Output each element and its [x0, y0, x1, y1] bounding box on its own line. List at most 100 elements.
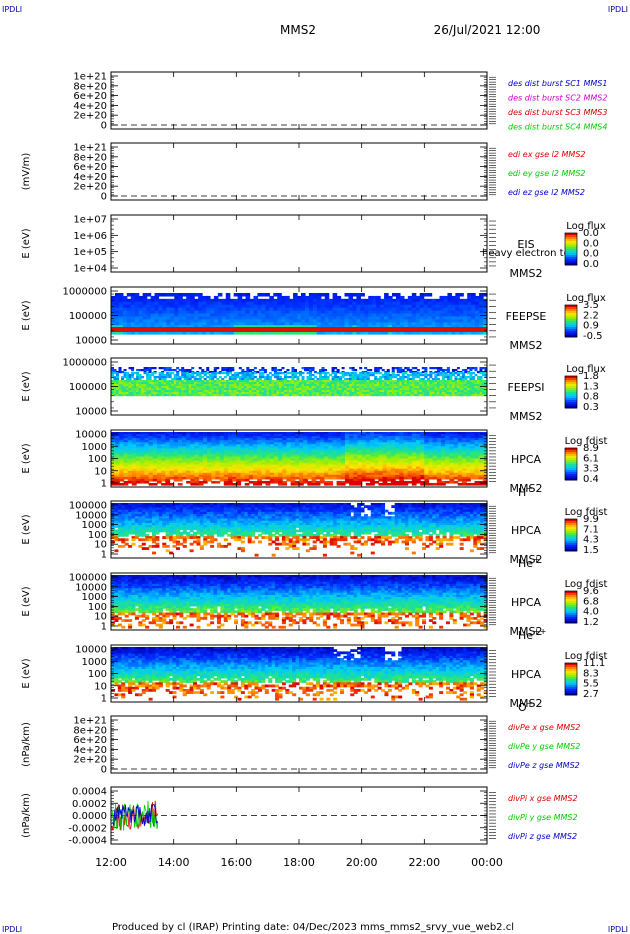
spectrogram-cell	[177, 438, 183, 441]
spectrogram-cell	[441, 372, 445, 375]
spectrogram-cell	[278, 432, 283, 435]
spectrogram-cell	[391, 367, 395, 370]
spectrogram-cell	[111, 462, 116, 466]
spectrogram-cell	[244, 448, 250, 451]
spectrogram-cell	[431, 322, 437, 326]
spectrogram-cell	[177, 458, 183, 462]
spectrogram-cell	[141, 382, 145, 385]
spectrogram-cell	[186, 472, 191, 476]
spectrogram-cell	[152, 472, 158, 476]
spectrogram-cell	[435, 307, 441, 312]
spectrogram-cell	[349, 434, 354, 437]
spectrogram-cell	[297, 313, 302, 318]
spectrogram-cell	[238, 378, 242, 381]
spectrogram-cell	[126, 307, 132, 312]
spectrogram-cell	[447, 322, 452, 326]
spectrogram-cell	[158, 322, 164, 326]
spectrogram-cell	[183, 392, 187, 395]
spectrogram-cell	[186, 446, 191, 449]
y-axis-label: E (eV)	[21, 371, 32, 401]
spectrogram-cell	[404, 394, 408, 397]
spectrogram-cell	[123, 458, 129, 462]
spectrogram-cell	[213, 372, 217, 375]
spectrogram-cell	[447, 319, 452, 323]
spectrogram-cell	[319, 472, 325, 476]
spectrogram-cell	[354, 372, 358, 375]
spectrogram-cell	[415, 307, 421, 312]
spectrogram-cell	[211, 462, 217, 466]
spectrogram-cell	[456, 384, 460, 387]
spectrogram-cell	[273, 468, 279, 472]
spectrogram-cell	[158, 316, 164, 320]
spectrogram-cell	[236, 462, 242, 466]
spectrogram-cell	[471, 384, 475, 387]
spectrogram-cell	[407, 313, 413, 318]
spectrogram-cell	[364, 307, 369, 312]
spectrogram-cell	[263, 378, 267, 381]
spectrogram-cell	[198, 367, 202, 370]
spectrogram-cell	[278, 456, 283, 460]
spectrogram-cell	[421, 367, 425, 370]
spectrogram-cell	[143, 388, 147, 391]
spectrogram-cell	[123, 470, 129, 474]
spectrogram-cell	[142, 298, 148, 303]
spectrogram-cell	[380, 331, 385, 335]
spectrogram-cell	[332, 325, 338, 329]
spectrogram-cell	[156, 478, 162, 482]
spectrogram-cell	[248, 434, 254, 437]
spectrogram-cell	[256, 382, 260, 385]
spectrogram-cell	[173, 450, 179, 453]
spectrogram-cell	[225, 301, 231, 306]
spectrogram-cell	[261, 313, 266, 318]
spectrogram-cell	[306, 367, 310, 370]
spectrogram-cell	[293, 322, 298, 326]
spectrogram-cell	[207, 456, 212, 460]
spectrogram-cell	[211, 374, 215, 377]
spectrogram-cell	[111, 295, 116, 300]
spectrogram-cell	[136, 474, 141, 478]
corner-label-top-right: IPDLI	[608, 5, 628, 14]
spectrogram-cell	[352, 331, 357, 335]
spectrogram-cell	[360, 301, 365, 306]
spectrogram-cell	[290, 470, 296, 474]
spectrogram-cell	[356, 390, 360, 393]
spectrogram-cell	[324, 472, 329, 476]
spectrogram-cell	[261, 468, 267, 472]
spectrogram-cell	[368, 325, 373, 329]
spectrogram-cell	[311, 460, 317, 464]
spectrogram-cell	[181, 380, 185, 383]
spectrogram-cell	[144, 470, 150, 474]
spectrogram-cell	[276, 369, 280, 372]
spectrogram-cell	[166, 325, 171, 329]
spectrogram-cell	[349, 446, 354, 449]
spectrogram-cell	[456, 392, 460, 395]
spectrogram-cell	[281, 382, 285, 385]
spectrogram-cell	[253, 482, 258, 486]
spectrogram-cell	[257, 480, 262, 484]
spectrogram-cell	[307, 472, 313, 476]
spectrogram-cell	[299, 460, 304, 464]
spectrogram-cell	[152, 462, 158, 466]
spectrogram-cell	[340, 442, 346, 445]
spectrogram-cell	[290, 454, 296, 458]
spectrogram-cell	[131, 452, 137, 456]
spectrogram-cell	[303, 438, 308, 441]
spectrogram-cell	[364, 319, 369, 323]
spectrogram-cell	[309, 388, 313, 391]
spectrogram-cell	[244, 470, 250, 474]
spectrogram-cell	[483, 331, 488, 335]
spectrogram-cell	[121, 376, 125, 379]
spectrogram-cell	[334, 390, 338, 393]
spectrogram-cell	[198, 307, 203, 312]
spectrogram-cell	[439, 322, 445, 326]
spectrogram-cell	[198, 482, 204, 486]
spectrogram-cell	[407, 322, 413, 326]
spectrogram-cell	[111, 472, 116, 476]
spectrogram-cell	[173, 446, 179, 449]
spectrogram-cell	[144, 442, 150, 445]
spectrogram-cell	[158, 313, 164, 318]
spectrogram-cell	[156, 470, 162, 474]
spectrogram-cell	[471, 313, 476, 318]
spectrogram-cell	[253, 394, 257, 397]
spectrogram-cell	[454, 388, 458, 391]
